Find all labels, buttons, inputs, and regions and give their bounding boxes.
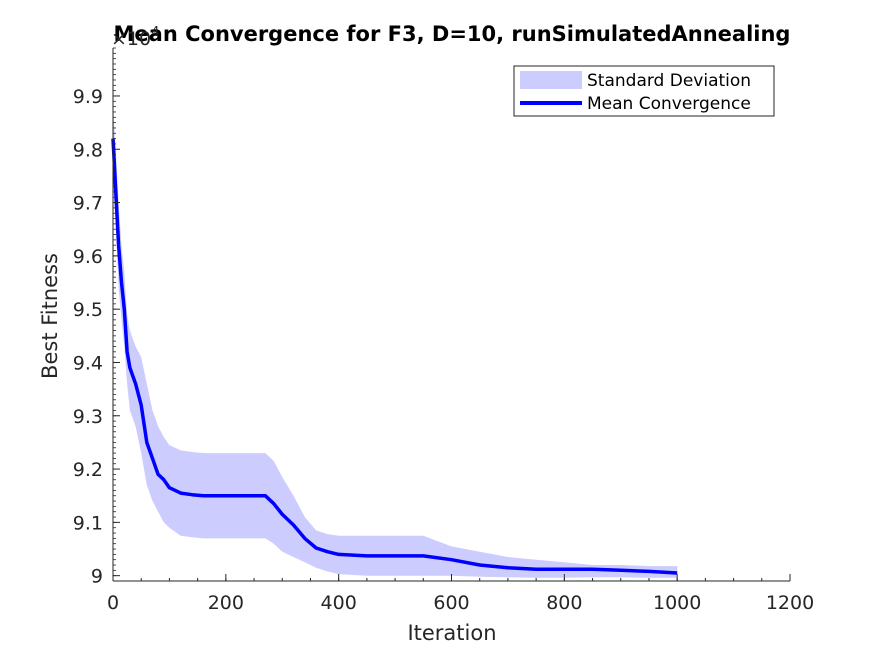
std-deviation-band bbox=[113, 106, 678, 578]
y-exponent-base: ×10 bbox=[111, 28, 151, 50]
y-tick-label: 9.5 bbox=[73, 299, 103, 321]
mean-convergence-line bbox=[111, 138, 678, 575]
x-tick-label: 400 bbox=[321, 592, 357, 614]
y-tick-label: 9.2 bbox=[73, 459, 103, 481]
legend-std-patch bbox=[520, 71, 582, 89]
y-exponent-label: ×104 bbox=[111, 25, 159, 50]
y-tick-label: 9 bbox=[91, 566, 103, 588]
y-tick-label: 9.8 bbox=[73, 139, 103, 161]
y-axis-label: Best Fitness bbox=[38, 253, 62, 379]
x-tick-label: 0 bbox=[107, 592, 119, 614]
chart-title: Mean Convergence for F3, D=10, runSimula… bbox=[114, 22, 791, 46]
legend: Standard Deviation Mean Convergence bbox=[513, 65, 775, 117]
axes bbox=[112, 47, 791, 582]
x-tick-label: 200 bbox=[208, 592, 244, 614]
y-exponent-power: 4 bbox=[151, 25, 159, 40]
x-tick-label: 600 bbox=[433, 592, 469, 614]
tick-labels: 0 200 400 600 800 1000 1200 9 9.1 9.2 9.3 9.4 9.5 9.6… bbox=[73, 86, 814, 614]
y-tick-label: 9.9 bbox=[73, 86, 103, 108]
y-tick-label: 9.4 bbox=[73, 352, 103, 374]
plot-area bbox=[111, 106, 678, 578]
y-tick-label: 9.3 bbox=[73, 406, 103, 428]
legend-std-label: Standard Deviation bbox=[587, 71, 751, 91]
legend-mean-label: Mean Convergence bbox=[587, 94, 751, 114]
y-tick-label: 9.6 bbox=[73, 246, 103, 268]
x-axis-label: Iteration bbox=[407, 621, 496, 645]
y-tick-label: 9.1 bbox=[73, 512, 103, 534]
x-tick-label: 1200 bbox=[766, 592, 814, 614]
x-tick-label: 800 bbox=[546, 592, 582, 614]
x-tick-label: 1000 bbox=[653, 592, 701, 614]
y-tick-label: 9.7 bbox=[73, 193, 103, 215]
